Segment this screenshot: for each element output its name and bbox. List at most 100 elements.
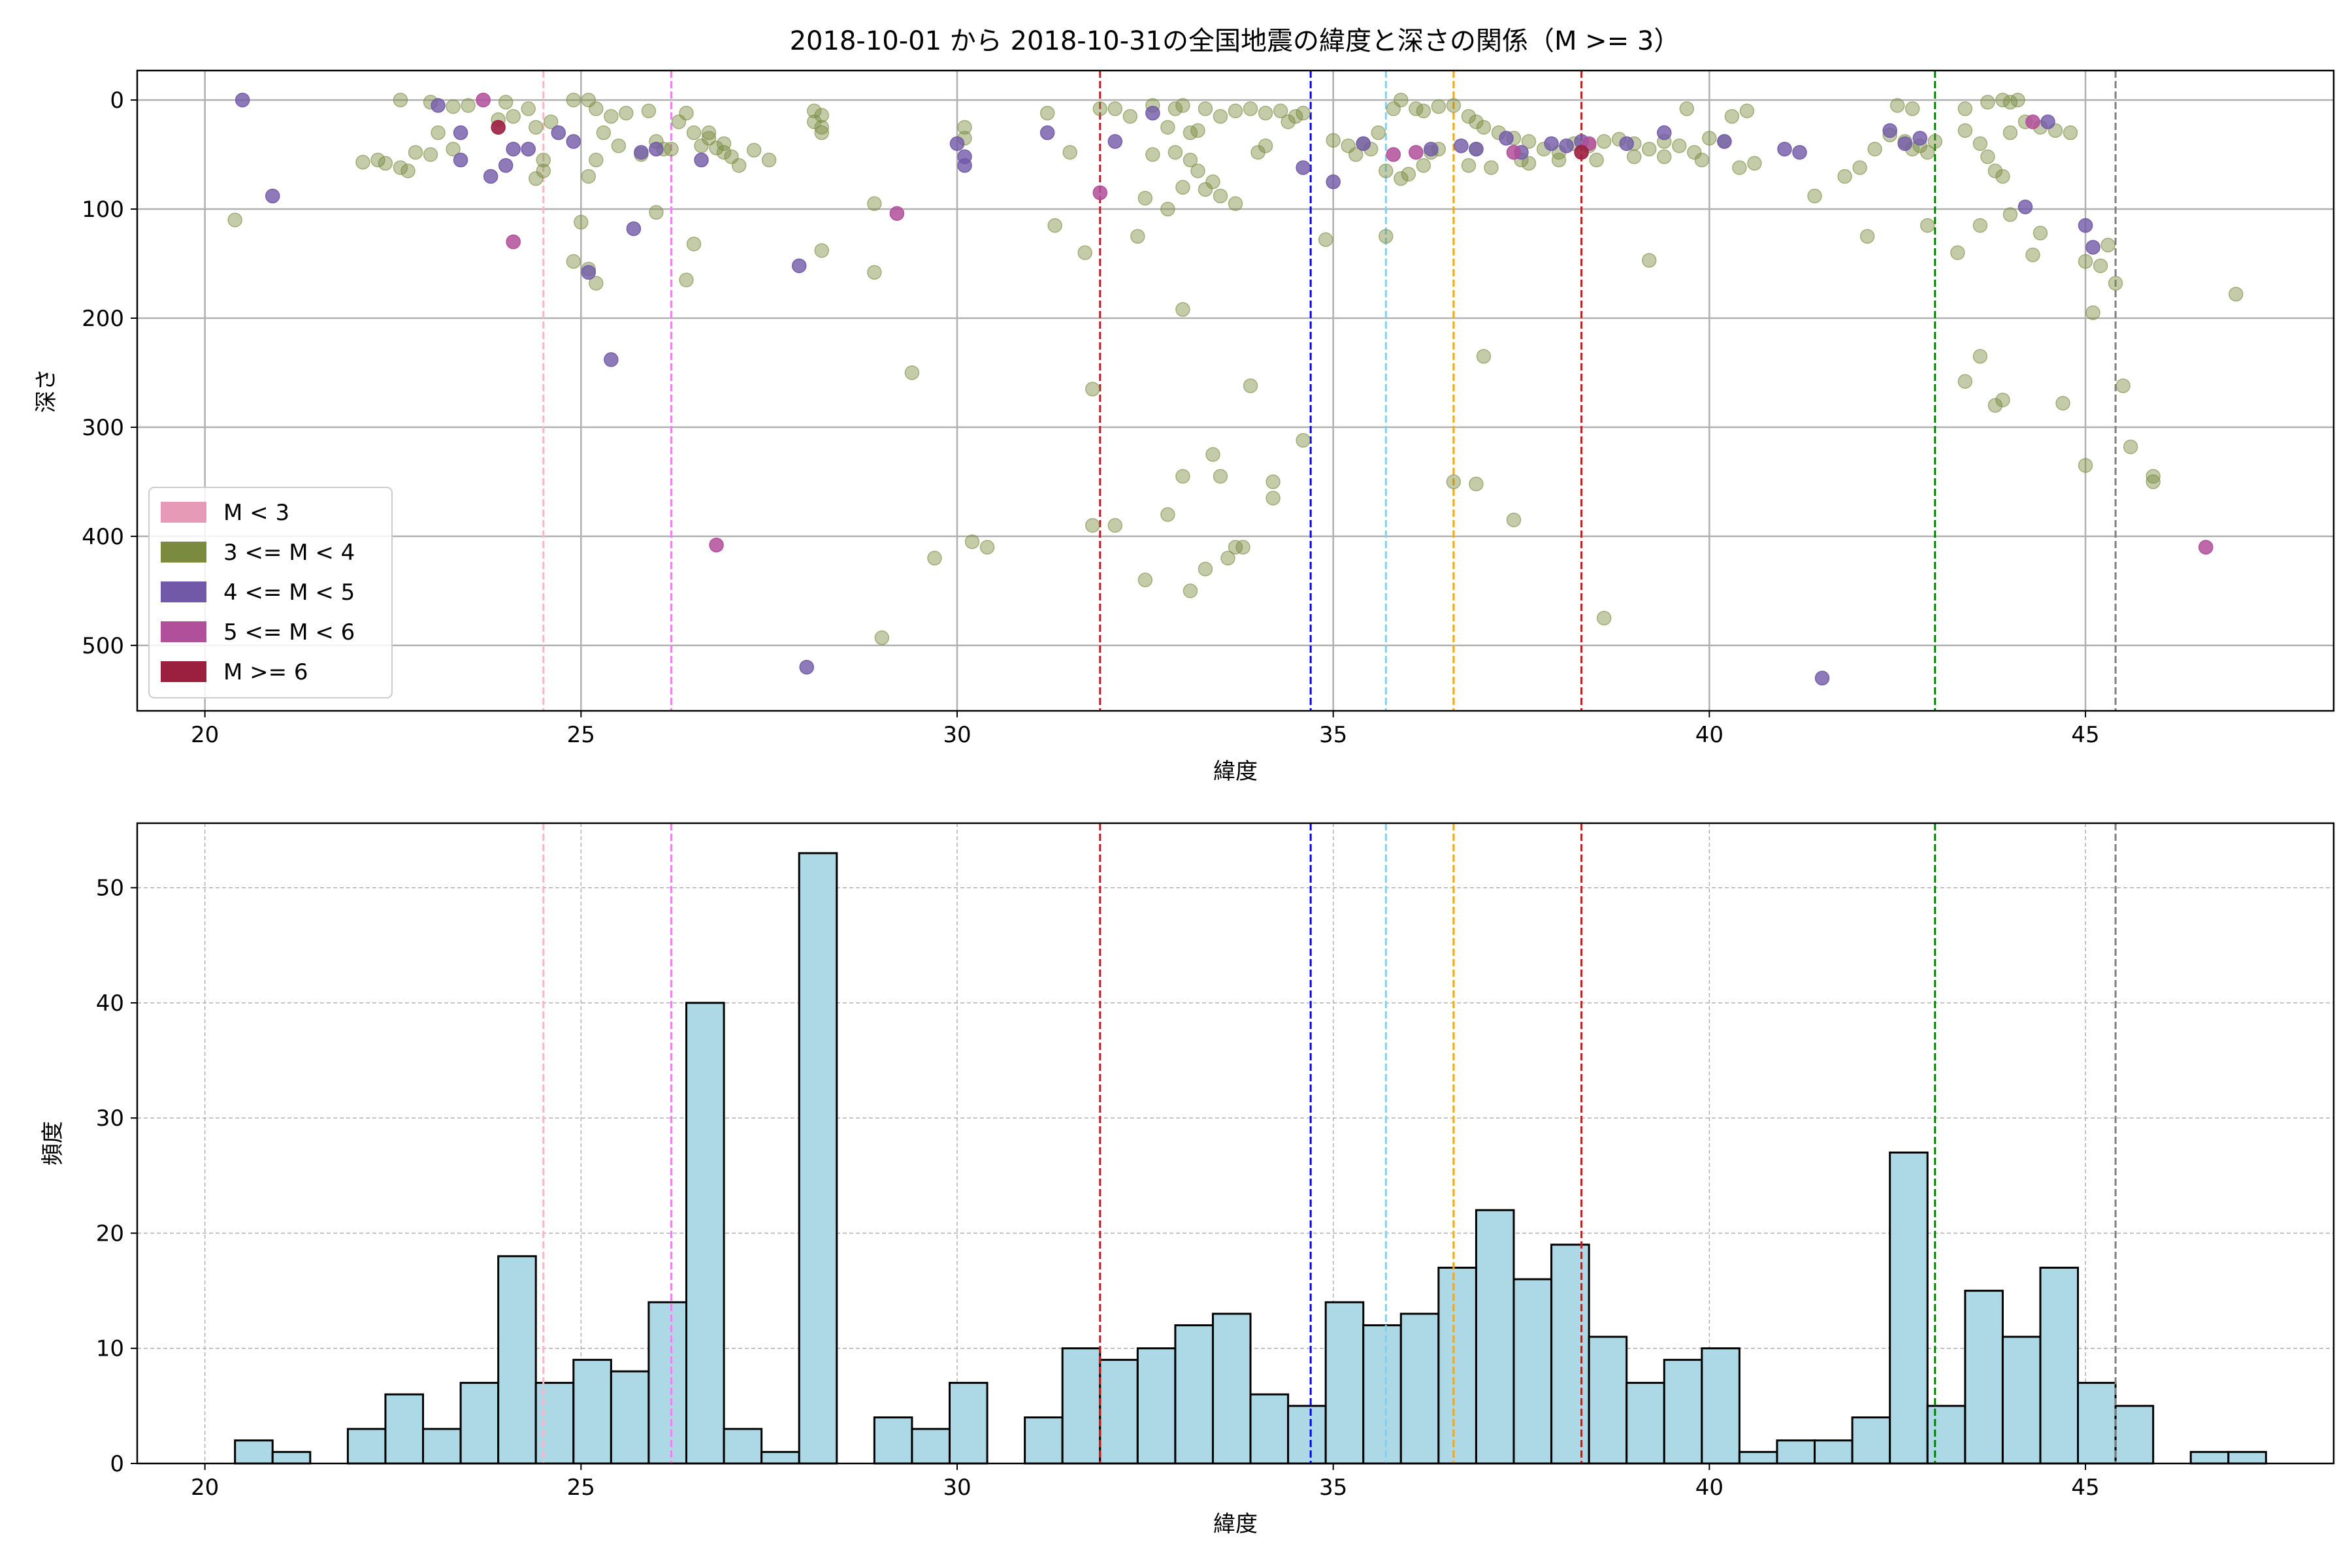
scatter-point — [874, 630, 890, 645]
histogram-bar — [911, 1428, 951, 1465]
histogram-bar — [1814, 1439, 1854, 1465]
scatter-point — [2100, 237, 2115, 253]
scatter-point — [1679, 101, 1695, 116]
scatter-point — [589, 276, 604, 291]
histogram-y-tick-label: 40 — [96, 990, 124, 1017]
scatter-point — [1296, 105, 1311, 121]
scatter-point — [1521, 155, 1537, 171]
scatter-point — [1672, 138, 1687, 154]
scatter-point — [1987, 398, 2003, 413]
scatter-point — [701, 131, 717, 146]
scatter-point — [1175, 468, 1190, 484]
scatter-point — [709, 537, 724, 553]
scatter-point — [1394, 171, 1409, 186]
scatter-point — [1596, 610, 1612, 626]
scatter-point — [408, 144, 423, 160]
scatter-point — [1957, 374, 1973, 389]
scatter-x-tick-label: 45 — [2071, 722, 2099, 748]
scatter-point — [1107, 517, 1123, 533]
scatter-point — [581, 169, 596, 184]
histogram-bars — [234, 852, 2267, 1465]
scatter-point — [566, 92, 581, 108]
histogram-bar — [422, 1428, 462, 1465]
scatter-point — [1281, 114, 1296, 129]
scatter-point — [506, 234, 521, 250]
histogram-x-tick-label: 30 — [943, 1475, 971, 1501]
scatter-point — [566, 253, 581, 269]
scatter-point — [1137, 191, 1153, 206]
histogram-x-axis-label: 緯度 — [1213, 1511, 1258, 1537]
scatter-point — [799, 659, 814, 675]
scatter-point — [1137, 572, 1153, 587]
scatter-point — [2085, 240, 2100, 255]
scatter-point — [686, 125, 702, 140]
scatter-point — [1160, 201, 1175, 217]
scatter-point — [1092, 101, 1108, 116]
scatter-point — [1213, 468, 1228, 484]
histogram-bar — [1701, 1347, 1740, 1465]
scatter-point — [1183, 583, 1198, 598]
legend-swatch — [161, 542, 206, 563]
scatter-point — [483, 169, 498, 184]
scatter-point — [1401, 167, 1416, 182]
scatter-point — [2115, 378, 2131, 393]
scatter-reference-lines — [542, 71, 2117, 711]
scatter-point — [1920, 218, 1935, 233]
scatter-point — [528, 171, 544, 186]
histogram-bar — [572, 1358, 612, 1465]
scatter-point — [2078, 253, 2093, 269]
histogram-x-tick-label: 20 — [191, 1475, 219, 1501]
histogram-bar — [2077, 1382, 2117, 1465]
scatter-point — [649, 141, 664, 157]
legend-label: M < 3 — [223, 500, 289, 526]
histogram-bar — [1625, 1382, 1665, 1465]
scatter-point — [867, 196, 882, 211]
histogram-panel: 20 25 30 35 40 45 0 10 20 30 40 50 緯度 頻度 — [40, 822, 2335, 1537]
scatter-point — [2025, 114, 2040, 129]
histogram-bar — [1061, 1347, 1102, 1465]
scatter-point — [1980, 95, 1995, 110]
scatter-point — [1987, 163, 2003, 178]
scatter-point — [1476, 120, 1492, 135]
histogram-reference-lines — [542, 823, 2117, 1463]
scatter-point — [1499, 131, 1514, 146]
scatter-point — [2123, 439, 2138, 455]
scatter-point — [1326, 174, 1341, 189]
scatter-point — [694, 152, 709, 168]
histogram-bar — [1964, 1290, 2004, 1465]
legend: M < 3 3 <= M < 4 4 <= M < 5 5 <= M < 6 M >= … — [148, 487, 393, 698]
legend-swatch — [161, 621, 206, 642]
scatter-point — [446, 141, 461, 157]
scatter-point — [461, 98, 476, 113]
scatter-point — [1596, 134, 1612, 149]
scatter-x-tick-label: 20 — [191, 722, 219, 748]
scatter-point — [2078, 458, 2093, 473]
scatter-point — [1266, 474, 1281, 489]
scatter-point — [1175, 180, 1190, 195]
scatter-point — [491, 120, 506, 135]
scatter-point — [957, 157, 972, 173]
scatter-point — [1092, 185, 1108, 201]
scatter-point — [1814, 670, 1830, 686]
scatter-point — [1777, 141, 1792, 157]
scatter-point — [1130, 229, 1145, 244]
scatter-point — [641, 103, 657, 119]
scatter-point — [1220, 551, 1235, 566]
scatter-point — [1077, 245, 1092, 261]
scatter-point — [1559, 138, 1574, 154]
legend-box — [148, 487, 393, 698]
histogram-bar — [1926, 1405, 1967, 1465]
scatter-point — [867, 265, 882, 280]
chart-title: 2018-10-01 から 2018-10-31の全国地震の緯度と深さの関係（M… — [790, 26, 1680, 56]
scatter-y-tick-label: 0 — [110, 88, 124, 114]
scatter-point — [634, 144, 649, 160]
scatter-point — [1904, 101, 1920, 116]
scatter-point — [731, 157, 747, 173]
scatter-point — [1867, 141, 1882, 157]
legend-swatch — [161, 502, 206, 523]
legend-label: 4 <= M < 5 — [223, 580, 355, 606]
scatter-point — [1626, 149, 1642, 165]
scatter-point — [1469, 114, 1484, 129]
scatter-y-tick-label: 500 — [82, 633, 124, 659]
